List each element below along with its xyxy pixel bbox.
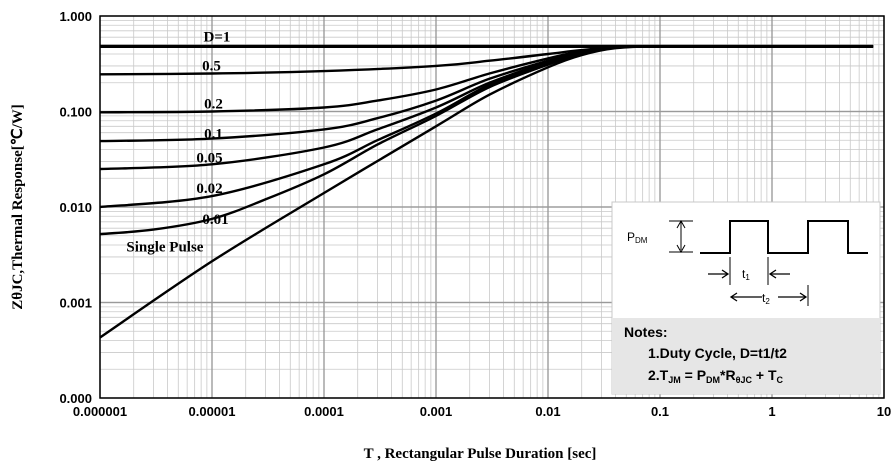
notes-line-2: 2.TJM = PDM*RθJC + TC <box>648 367 784 385</box>
series-label: 0.5 <box>202 58 221 74</box>
series-label: 0.2 <box>204 97 223 113</box>
t2-label: t2 <box>762 291 770 306</box>
series-label: Single Pulse <box>126 239 203 255</box>
x-axis-title: T , Rectangular Pulse Duration [sec] <box>364 446 597 462</box>
t1-label: t1 <box>742 267 750 282</box>
series-curves <box>99 44 874 339</box>
y-tick-label: 0.001 <box>59 296 92 311</box>
axis-ticks: 0.000001 0.00001 0.0001 0.001 0.01 0.1 1 10 0.00… <box>59 9 891 419</box>
notes-background <box>612 318 880 394</box>
x-tick-label: 0.01 <box>535 404 560 419</box>
plot-frame <box>99 15 885 399</box>
y-tick-label: 0.100 <box>59 105 92 120</box>
x-tick-label: 0.000001 <box>73 404 127 419</box>
series-label: D=1 <box>204 29 231 45</box>
y-tick-label: 0.000 <box>59 391 92 406</box>
inset-box: PDM t1 t2 Notes: 1.Duty Cycle, D=t1/t2 2… <box>611 201 881 395</box>
pdm-arrow-heads <box>676 219 686 254</box>
pulse-waveform <box>700 220 868 254</box>
pdm-label: PDM <box>627 230 648 245</box>
x-tick-label: 0.0001 <box>304 404 344 419</box>
y-tick-label: 1.000 <box>59 9 92 24</box>
x-tick-label: 0.1 <box>651 404 669 419</box>
y-axis-title: ZθJC,Thermal Response[℃/W] <box>10 104 26 310</box>
series-label: 0.05 <box>196 150 222 166</box>
y-tick-label: 0.010 <box>59 200 92 215</box>
t2-arrows <box>729 292 808 302</box>
series-label: 0.1 <box>204 127 223 143</box>
series-line-single-pulse <box>99 45 874 339</box>
t1-arrows <box>708 269 790 279</box>
x-tick-label: 1 <box>768 404 775 419</box>
x-tick-label: 0.001 <box>420 404 453 419</box>
x-tick-label: 10 <box>877 404 891 419</box>
notes-line-1: 1.Duty Cycle, D=t1/t2 <box>648 345 787 361</box>
series-label: 0.01 <box>202 212 228 228</box>
notes-title: Notes: <box>624 324 668 340</box>
series-labels: D=1 0.5 0.2 0.1 0.05 0.02 0.01 Single Pulse <box>126 29 230 255</box>
series-label: 0.02 <box>196 181 222 197</box>
x-tick-label: 0.00001 <box>189 404 236 419</box>
